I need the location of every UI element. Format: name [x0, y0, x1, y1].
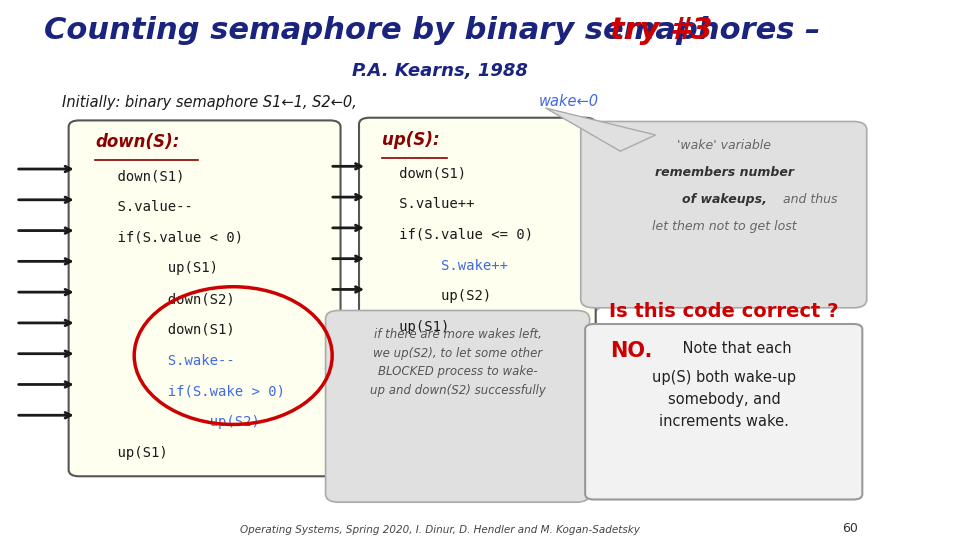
- Text: remembers number: remembers number: [655, 166, 794, 179]
- Text: NO.: NO.: [610, 341, 652, 361]
- Text: if(S.wake > 0): if(S.wake > 0): [84, 384, 284, 399]
- Text: 60: 60: [842, 522, 858, 535]
- Text: Counting semaphore by binary semaphores –: Counting semaphore by binary semaphores …: [44, 16, 830, 45]
- FancyBboxPatch shape: [325, 310, 589, 502]
- Text: if there are more wakes left,
we up(S2), to let some other
BLOCKED process to wa: if there are more wakes left, we up(S2),…: [370, 328, 545, 397]
- Text: Operating Systems, Spring 2020, I. Dinur, D. Hendler and M. Kogan-Sadetsky: Operating Systems, Spring 2020, I. Dinur…: [240, 524, 640, 535]
- Text: of wakeups,: of wakeups,: [682, 193, 767, 206]
- Polygon shape: [545, 108, 656, 151]
- Polygon shape: [559, 292, 620, 340]
- Text: S.wake++: S.wake++: [374, 259, 508, 273]
- Text: up(S1): up(S1): [84, 261, 218, 275]
- Text: Note that each: Note that each: [678, 341, 791, 356]
- Text: S.wake--: S.wake--: [84, 354, 234, 368]
- Text: 'wake' variable: 'wake' variable: [677, 139, 771, 152]
- FancyBboxPatch shape: [359, 118, 596, 387]
- Text: let them not to get lost: let them not to get lost: [652, 220, 797, 233]
- Text: wake←0: wake←0: [539, 94, 598, 110]
- Text: S.value--: S.value--: [84, 200, 192, 214]
- Text: down(S1): down(S1): [84, 169, 184, 183]
- Text: S.value++: S.value++: [374, 197, 474, 211]
- Text: Initially: binary semaphore S1←1, S2←0,: Initially: binary semaphore S1←1, S2←0,: [61, 94, 361, 110]
- Text: if(S.value <= 0): if(S.value <= 0): [374, 228, 533, 242]
- Text: if(S.value < 0): if(S.value < 0): [84, 231, 243, 245]
- Text: and thus: and thus: [779, 193, 837, 206]
- Text: try #3: try #3: [610, 16, 712, 45]
- Text: up(S2): up(S2): [84, 415, 259, 429]
- Text: down(S1): down(S1): [84, 323, 234, 337]
- Text: Is this code correct ?: Is this code correct ?: [609, 302, 838, 321]
- Text: up(S) both wake-up
somebody, and
increments wake.: up(S) both wake-up somebody, and increme…: [652, 370, 796, 429]
- FancyBboxPatch shape: [586, 324, 862, 500]
- Text: up(S2): up(S2): [374, 289, 492, 303]
- FancyBboxPatch shape: [68, 120, 341, 476]
- Text: down(S):: down(S):: [95, 133, 180, 151]
- Text: up(S1): up(S1): [374, 320, 449, 334]
- Text: down(S2): down(S2): [84, 292, 234, 306]
- Text: down(S1): down(S1): [374, 166, 467, 180]
- FancyBboxPatch shape: [581, 122, 867, 308]
- Text: up(S1): up(S1): [84, 446, 167, 460]
- Text: P.A. Kearns, 1988: P.A. Kearns, 1988: [352, 62, 528, 80]
- Text: up(S):: up(S):: [382, 131, 440, 149]
